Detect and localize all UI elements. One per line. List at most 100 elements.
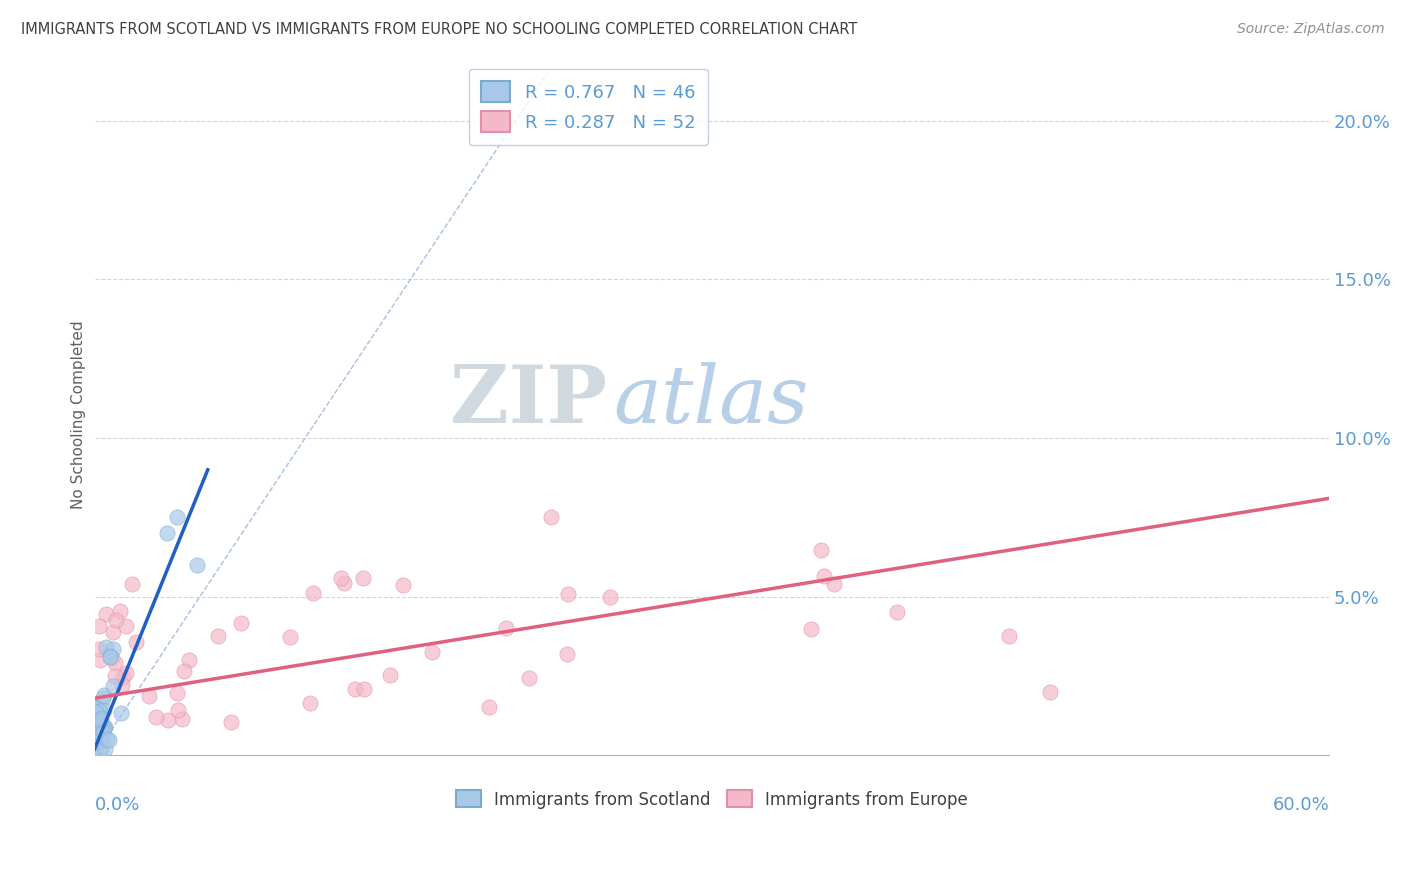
Point (84, 724, 107, 739)
Point (89, 733, 111, 747)
Point (111, 669, 134, 683)
Point (800, 622, 823, 636)
Point (89, 745, 111, 759)
Point (86, 715, 108, 730)
Point (91, 728, 114, 742)
Point (84, 699, 107, 714)
Point (170, 712, 193, 726)
Point (166, 686, 188, 700)
Point (83, 748, 105, 763)
Point (87, 712, 110, 726)
Point (96, 731, 118, 746)
Point (177, 653, 200, 667)
Point (91, 690, 114, 705)
Point (90, 713, 112, 727)
Point (186, 558, 208, 572)
Point (94, 640, 117, 654)
Point (104, 656, 127, 670)
Point (87, 619, 110, 633)
Point (91, 729, 114, 743)
Point (115, 619, 138, 633)
Point (301, 586, 323, 600)
Point (540, 509, 562, 524)
Point (813, 569, 835, 583)
Point (278, 630, 301, 644)
Point (89, 726, 111, 740)
Point (352, 570, 374, 584)
Point (87, 737, 110, 751)
Point (330, 571, 353, 585)
Point (90, 711, 112, 725)
Point (101, 651, 124, 665)
Point (810, 543, 832, 558)
Point (91, 731, 114, 745)
Point (420, 645, 443, 659)
Text: ZIP: ZIP (450, 361, 607, 440)
Point (343, 681, 366, 696)
Point (84, 701, 107, 715)
Point (298, 697, 321, 711)
Point (378, 668, 401, 682)
Point (89, 653, 111, 667)
Point (138, 689, 160, 703)
Point (94, 742, 117, 756)
Point (93, 722, 115, 736)
Point (93, 720, 115, 734)
Point (98, 732, 121, 747)
Point (87, 726, 110, 740)
Point (86, 733, 108, 747)
Point (1039, 684, 1062, 698)
Point (84, 705, 107, 719)
Point (89, 715, 111, 730)
Text: 0.0%: 0.0% (94, 797, 141, 814)
Point (478, 699, 501, 714)
Point (101, 679, 124, 693)
Point (98, 649, 121, 664)
Point (557, 587, 579, 601)
Point (517, 671, 540, 685)
Point (91, 725, 114, 739)
Point (86, 722, 108, 736)
Point (89, 703, 111, 717)
Point (110, 604, 132, 618)
Point (997, 629, 1019, 643)
Point (332, 575, 354, 590)
Text: IMMIGRANTS FROM SCOTLAND VS IMMIGRANTS FROM EUROPE NO SCHOOLING COMPLETED CORREL: IMMIGRANTS FROM SCOTLAND VS IMMIGRANTS F… (21, 22, 858, 37)
Point (90, 742, 112, 756)
Point (599, 590, 621, 604)
Point (145, 710, 167, 724)
Point (207, 629, 229, 643)
Point (86, 719, 108, 733)
Point (93, 688, 115, 702)
Point (90, 722, 112, 736)
Point (231, 615, 253, 630)
Point (166, 510, 188, 524)
Point (157, 713, 180, 727)
Point (121, 577, 143, 591)
Legend: R = 0.767   N = 46, R = 0.287   N = 52: R = 0.767 N = 46, R = 0.287 N = 52 (468, 69, 709, 145)
Point (111, 678, 134, 692)
Point (89, 642, 111, 657)
Point (115, 666, 138, 681)
Point (110, 706, 132, 721)
Point (94, 607, 117, 621)
Point (93, 703, 115, 717)
Point (173, 664, 195, 678)
Point (166, 703, 188, 717)
Point (155, 526, 177, 541)
Point (101, 641, 124, 656)
Point (886, 605, 908, 619)
Point (86, 708, 108, 723)
Y-axis label: No Schooling Completed: No Schooling Completed (72, 320, 86, 508)
Point (101, 625, 124, 640)
Point (89, 704, 111, 718)
Text: Source: ZipAtlas.com: Source: ZipAtlas.com (1237, 22, 1385, 37)
Point (89, 706, 111, 721)
Point (495, 621, 517, 635)
Point (105, 613, 128, 627)
Point (392, 578, 415, 592)
Point (219, 714, 242, 729)
Point (98, 649, 121, 664)
Text: atlas: atlas (613, 362, 808, 440)
Point (557, 647, 579, 661)
